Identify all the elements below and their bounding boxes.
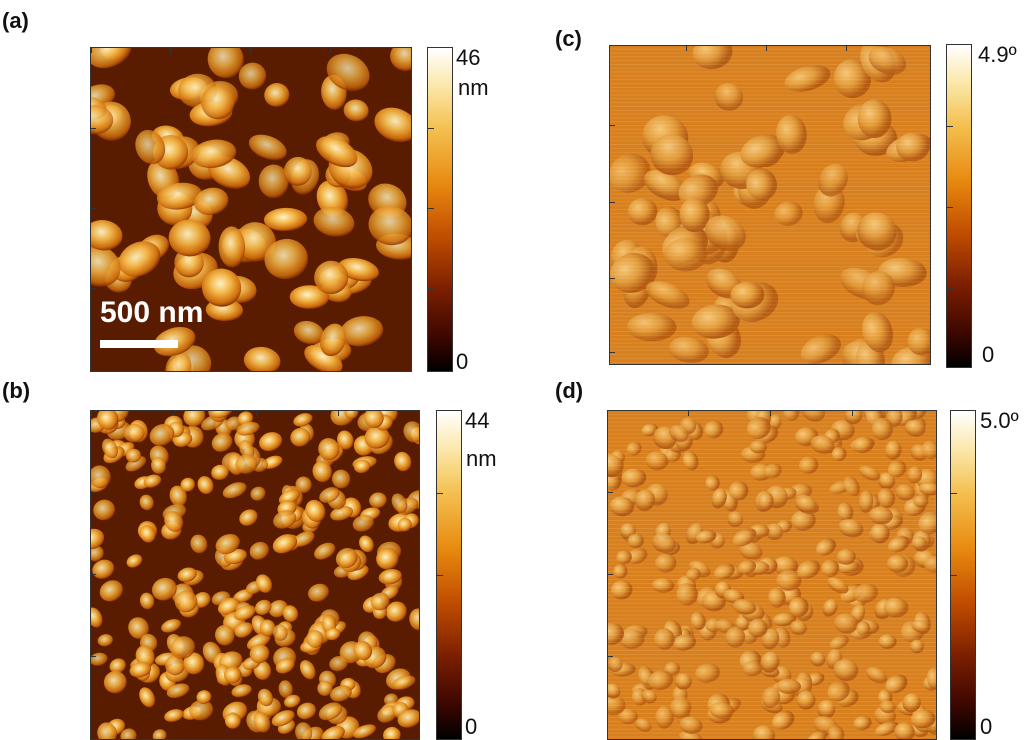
tick-c-left-4 — [609, 352, 615, 353]
colorbar-c-tick — [947, 288, 953, 289]
colorbar-b-min: 0 — [465, 714, 478, 739]
colorbar-d-tick — [951, 493, 957, 494]
panel-label-d: (d) — [555, 378, 584, 403]
tick-d-left-1 — [607, 492, 613, 493]
tick-d-top-1 — [688, 410, 689, 416]
tick-c-left-3 — [609, 278, 615, 279]
colorbar-b-tick — [437, 493, 443, 494]
colorbar-d-tick — [951, 575, 957, 576]
afm-height-image-a — [90, 47, 412, 372]
colorbar-b-tick — [437, 657, 443, 658]
colorbar-b-tick — [437, 575, 443, 576]
tick-c-left-1 — [609, 125, 615, 126]
afm-phase-map-d — [608, 411, 936, 739]
colorbar-c-tick — [947, 207, 953, 208]
colorbar-d-min: 0 — [980, 714, 993, 739]
tick-c-top-1 — [686, 45, 687, 51]
tick-a-top-2 — [170, 47, 171, 53]
tick-a-left-3 — [90, 288, 96, 289]
colorbar-d-tick — [951, 657, 957, 658]
tick-d-top-2 — [770, 410, 771, 416]
panel-label-c: (c) — [555, 26, 582, 51]
tick-b-left-1 — [90, 492, 96, 493]
colorbar-c-min: 0 — [982, 342, 995, 367]
colorbar-a — [427, 47, 453, 372]
afm-height-map-a — [91, 48, 411, 371]
tick-b-left-3 — [90, 656, 96, 657]
colorbar-a-tick — [428, 288, 434, 289]
scale-bar-label: 500 nm — [100, 296, 204, 329]
colorbar-a-max: 46 — [456, 45, 481, 70]
tick-b-top-3 — [256, 410, 257, 416]
colorbar-a-tick — [428, 208, 434, 209]
tick-a-left-1 — [90, 128, 96, 129]
tick-b-top-1 — [91, 410, 92, 416]
tick-a-left-2 — [90, 208, 96, 209]
colorbar-a-tick — [428, 128, 434, 129]
panel-label-b: (b) — [2, 378, 31, 403]
tick-a-top-1 — [91, 47, 92, 53]
colorbar-b-unit: nm — [466, 446, 497, 471]
tick-b-top-4 — [338, 410, 339, 416]
afm-phase-map-c — [610, 46, 930, 364]
colorbar-c-tick — [947, 126, 953, 127]
tick-c-top-3 — [846, 45, 847, 51]
colorbar-c — [946, 44, 972, 368]
tick-d-left-2 — [607, 574, 613, 575]
colorbar-b — [436, 410, 462, 740]
colorbar-a-min: 0 — [456, 349, 469, 374]
tick-c-left-2 — [609, 202, 615, 203]
tick-d-left-3 — [607, 656, 613, 657]
tick-c-top-2 — [766, 45, 767, 51]
afm-height-map-b — [91, 411, 419, 739]
afm-phase-image-c — [609, 45, 931, 365]
tick-a-top-3 — [250, 47, 251, 53]
scale-bar — [100, 340, 178, 348]
colorbar-d — [950, 410, 976, 740]
colorbar-a-unit: nm — [458, 75, 489, 100]
tick-a-top-4 — [330, 47, 331, 53]
colorbar-d-max: 5.0º — [980, 408, 1019, 433]
colorbar-b-max: 44 — [465, 408, 490, 433]
afm-height-image-b — [90, 410, 420, 740]
tick-d-top-3 — [852, 410, 853, 416]
tick-b-left-2 — [90, 574, 96, 575]
tick-b-top-2 — [174, 410, 175, 416]
afm-phase-image-d — [607, 410, 937, 740]
colorbar-c-max: 4.9º — [978, 42, 1017, 67]
panel-label-a: (a) — [2, 8, 29, 33]
